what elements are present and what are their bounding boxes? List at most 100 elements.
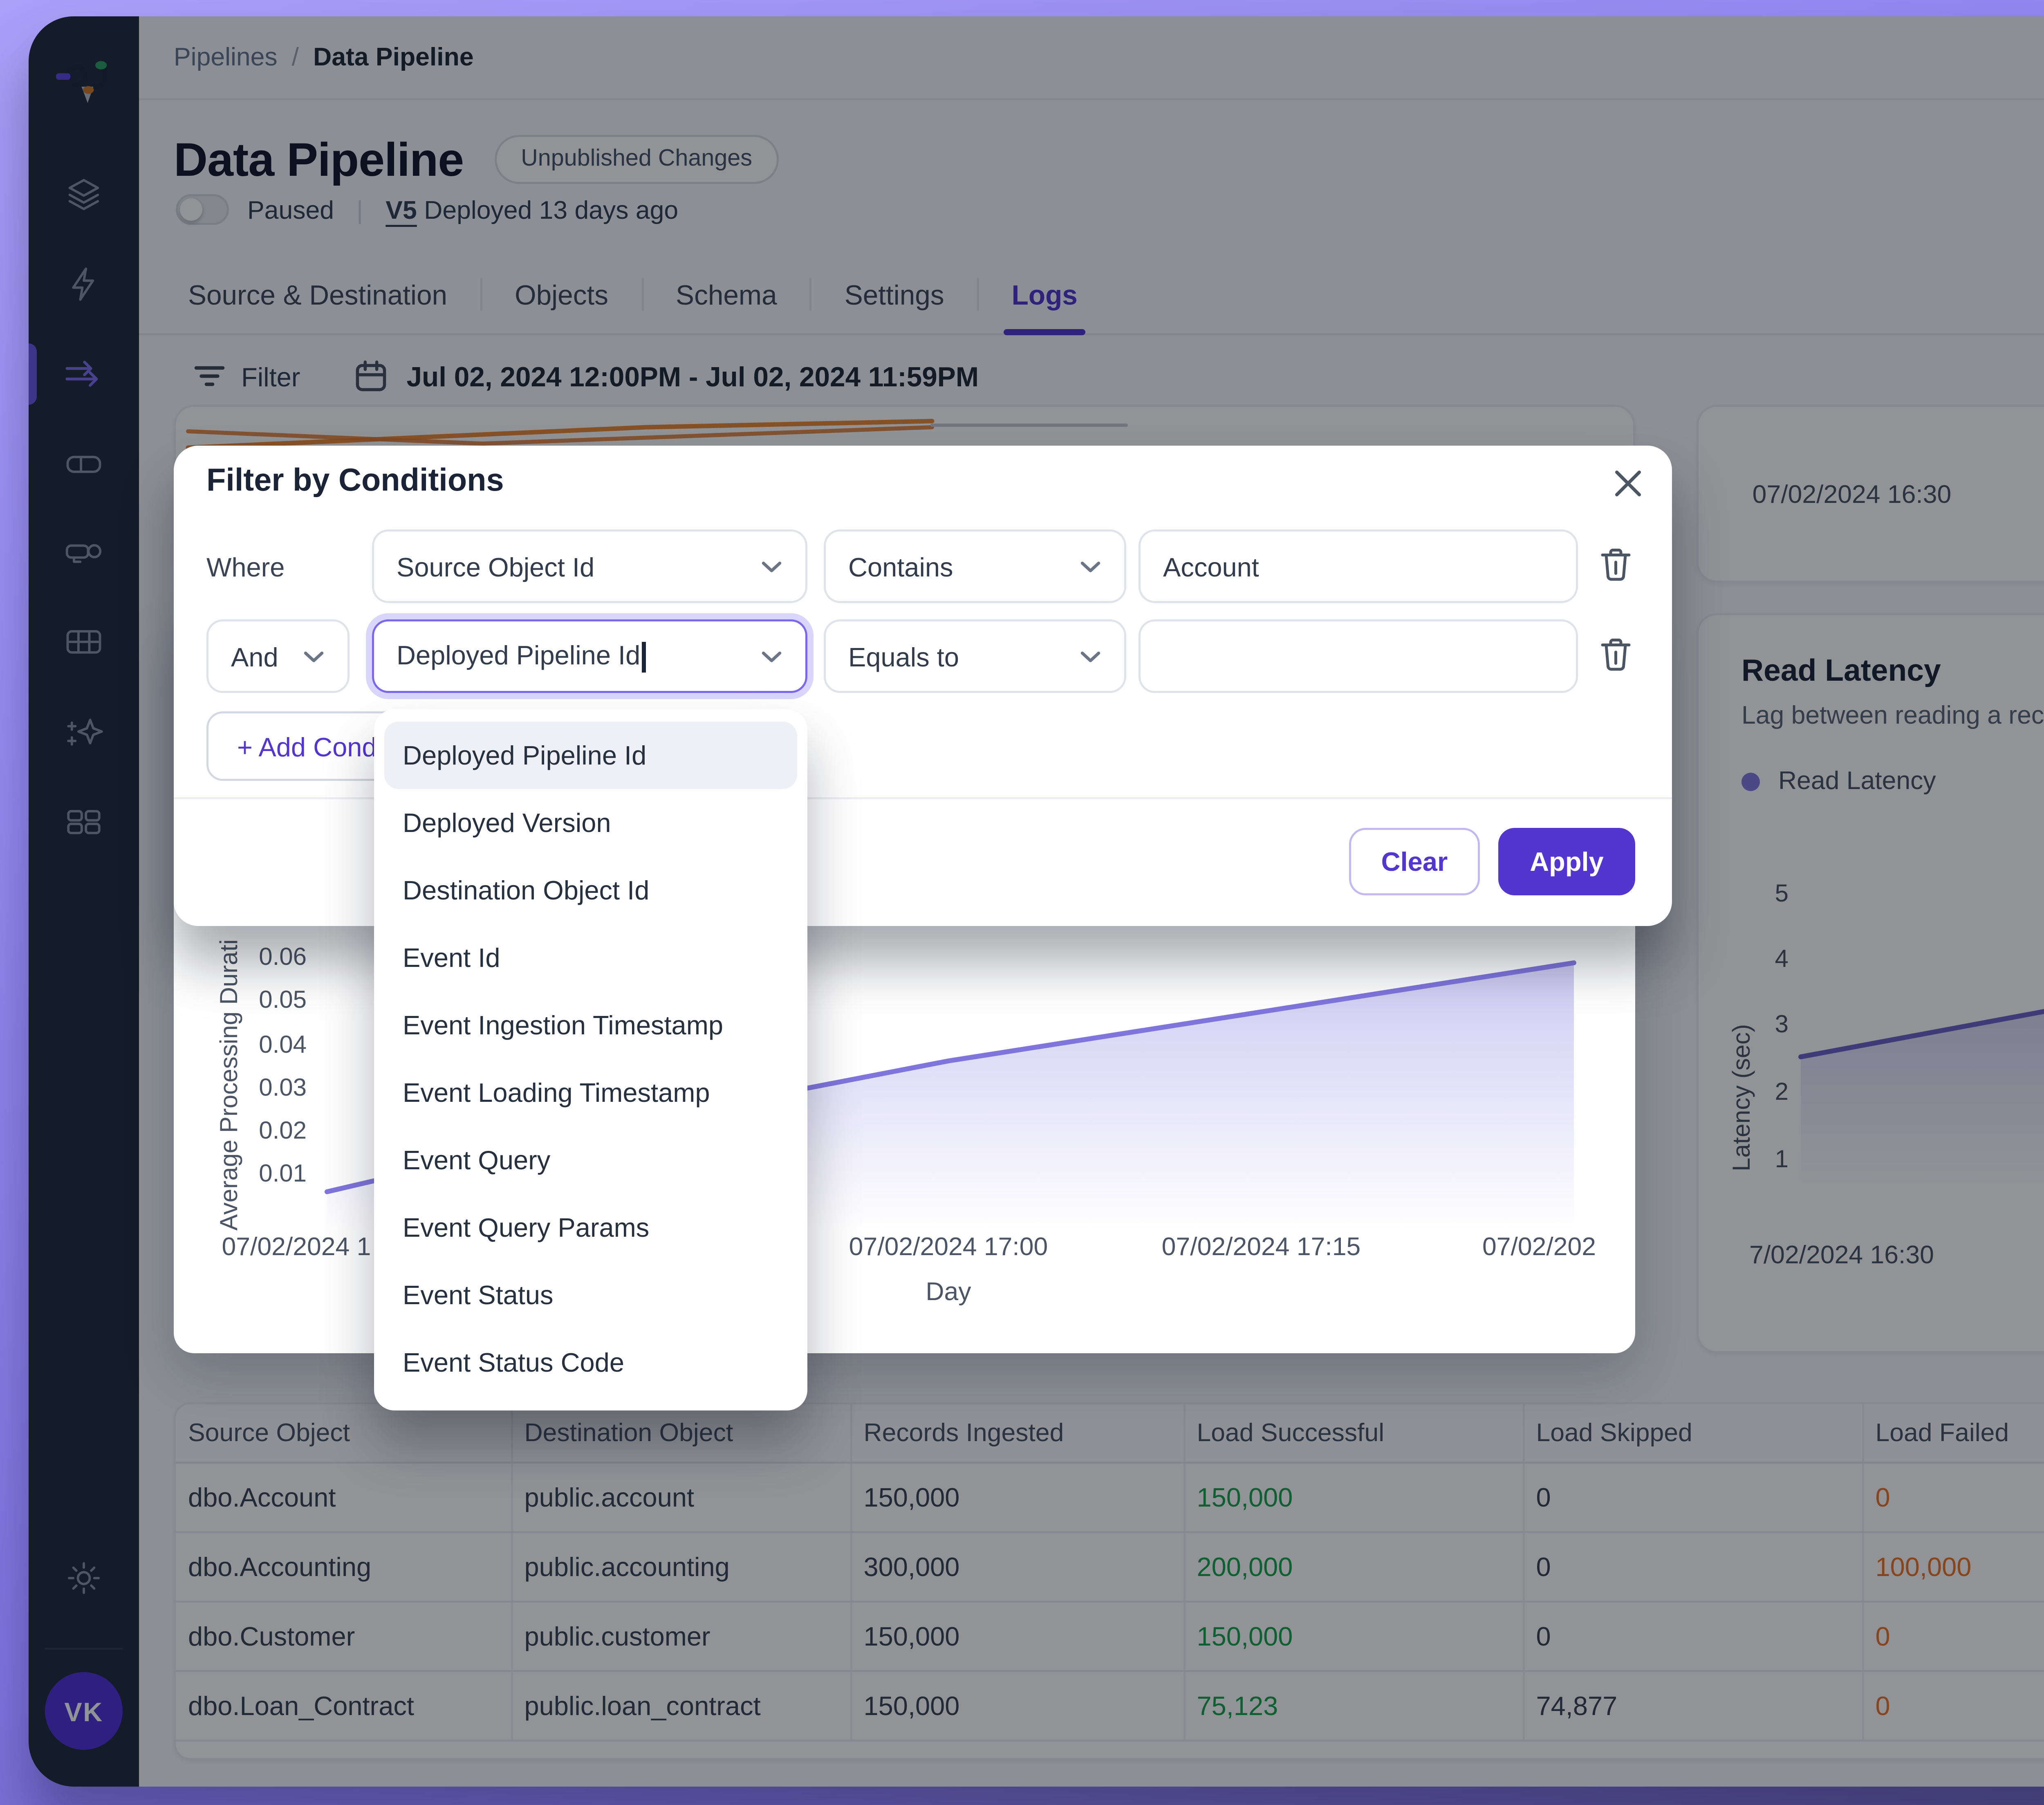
filter-bar: Filter Jul 02, 2024 12:00PM - Jul 02, 20… [194, 350, 979, 403]
filter-button[interactable]: Filter [241, 361, 300, 392]
dropdown-option[interactable]: Event Status Code [403, 1347, 625, 1378]
table-row: dbo.Accounting public.accounting 300,000… [176, 1531, 2044, 1602]
dropdown-option[interactable]: Deployed Version [403, 807, 611, 838]
col-header[interactable]: Source Object [176, 1404, 512, 1463]
delete-condition-row1-button[interactable] [1598, 546, 1635, 585]
orange-line-chart [186, 419, 1128, 450]
pause-toggle[interactable] [176, 194, 229, 225]
y-tick: 0.02 [259, 1116, 307, 1145]
col-header[interactable]: Destination Object [511, 1404, 852, 1463]
modal-title: Filter by Conditions [206, 464, 504, 499]
breadcrumb-current: Data Pipeline [313, 43, 474, 72]
sidebar-item-transformations[interactable] [61, 709, 106, 754]
clear-button[interactable]: Clear [1349, 828, 1480, 895]
log-table-card: Source Object Destination Object Records… [174, 1402, 2044, 1760]
apply-button[interactable]: Apply [1498, 828, 1635, 895]
title-row: Data Pipeline Unpublished Changes Deploy [174, 119, 2044, 200]
version-link[interactable]: V5 [385, 195, 417, 224]
cell: 150,000 [1183, 1601, 1524, 1671]
col-header[interactable]: Records Ingested [850, 1404, 1185, 1463]
chevron-down-icon [1080, 561, 1100, 572]
sidebar-item-tables[interactable] [61, 619, 106, 664]
cell: 75,123 [1183, 1670, 1524, 1741]
cell: 0 [1862, 1601, 2044, 1671]
drive-icon [66, 455, 101, 473]
sidebar-item-events[interactable] [61, 262, 106, 307]
dropdown-option[interactable]: Deployed Pipeline Id [384, 722, 797, 789]
cell: 0 [1523, 1531, 1863, 1602]
dropdown-option[interactable]: Event Loading Timestamp [403, 1077, 710, 1108]
cell: 0 [1523, 1462, 1863, 1532]
paused-label: Paused [247, 195, 334, 224]
chevron-down-icon [762, 650, 782, 661]
y-tick: 0.03 [259, 1073, 307, 1102]
dropdown-option[interactable]: Event Status [403, 1280, 554, 1310]
sidebar-item-layers[interactable] [61, 172, 106, 217]
tab-objects[interactable]: Objects [515, 279, 609, 310]
calendar-icon [356, 360, 386, 391]
date-range-picker[interactable]: Jul 02, 2024 12:00PM - Jul 02, 2024 11:5… [353, 358, 979, 395]
tab-schema[interactable]: Schema [676, 279, 777, 310]
dropdown-option[interactable]: Event Id [403, 942, 500, 973]
main-content: Pipelines / Data Pipeline Data Pipeline … [139, 16, 2044, 1787]
dropdown-option[interactable]: Event Query Params [403, 1212, 650, 1243]
chart-card-top-right: 07/02/2024 16:30 07/02/2024 16:45 07/02/… [1697, 405, 2044, 583]
x-tick: 7/02/2024 16:30 [1749, 1241, 1934, 1269]
value-input-row2[interactable] [1139, 619, 1578, 693]
breadcrumb-separator: / [291, 43, 299, 72]
where-label: Where [206, 551, 285, 582]
value-input-row1[interactable] [1139, 529, 1578, 603]
delete-condition-row2-button[interactable] [1598, 636, 1635, 675]
cell: dbo.Loan_Contract [176, 1670, 512, 1741]
sidebar-item-apps[interactable] [61, 799, 106, 844]
dropdown-option[interactable]: Destination Object Id [403, 875, 650, 906]
field-dropdown-menu: Deployed Pipeline Id Deployed Version De… [374, 709, 807, 1410]
cell: 300,000 [850, 1531, 1185, 1602]
cell: public.customer [511, 1601, 852, 1671]
cell: 200,000 [1183, 1531, 1524, 1602]
breadcrumb: Pipelines / Data Pipeline [139, 16, 2044, 100]
breadcrumb-pipelines[interactable]: Pipelines [174, 43, 278, 72]
status-divider: | [356, 195, 363, 224]
tab-logs[interactable]: Logs [979, 256, 1110, 333]
field-select-row1[interactable]: Source Object Id [372, 529, 807, 603]
col-header[interactable]: Load Failed [1862, 1404, 2044, 1463]
logic-select-row2[interactable]: And [206, 619, 350, 693]
status-row: Paused | V5 Deployed 13 days ago [176, 194, 678, 225]
filter-by-conditions-modal: Filter by Conditions Where Source Object… [174, 446, 1672, 926]
field-combobox-row2[interactable]: Deployed Pipeline Id [372, 619, 807, 693]
tab-source-destination[interactable]: Source & Destination [188, 279, 448, 310]
app-logo-icon[interactable] [53, 53, 114, 114]
cell: 0 [1523, 1601, 1863, 1671]
chevron-down-icon [304, 650, 324, 661]
cell: public.account [511, 1462, 852, 1532]
operator-select-row2[interactable]: Equals to [824, 619, 1126, 693]
dropdown-option[interactable]: Event Ingestion Timestamp [403, 1010, 724, 1040]
pipeline-arrows-icon [65, 361, 98, 387]
dropdown-option[interactable]: Event Query [403, 1145, 551, 1175]
cell: 150,000 [850, 1601, 1185, 1671]
tab-settings[interactable]: Settings [844, 279, 944, 310]
y-tick: 1 [1775, 1145, 1788, 1173]
date-range-text: Jul 02, 2024 12:00PM - Jul 02, 2024 11:5… [406, 361, 979, 392]
sidebar-divider [45, 1648, 123, 1650]
sidebar-item-connectors[interactable] [61, 529, 106, 574]
sidebar-item-settings[interactable] [61, 1556, 106, 1601]
cell: 0 [1862, 1462, 2044, 1532]
close-button[interactable] [1611, 466, 1643, 499]
x-axis-title: Day [926, 1278, 971, 1306]
col-header[interactable]: Load Successful [1183, 1404, 1524, 1463]
chart-title: Read Latency [1741, 654, 1941, 689]
sidebar-item-storage[interactable] [61, 442, 106, 487]
user-avatar[interactable]: VK [45, 1672, 123, 1750]
sidebar-item-pipelines[interactable] [61, 352, 106, 397]
cell: dbo.Customer [176, 1601, 512, 1671]
sidebar-active-indicator [29, 343, 37, 405]
operator-select-row1[interactable]: Contains [824, 529, 1126, 603]
legend-dot [1741, 771, 1760, 790]
log-table: Source Object Destination Object Records… [176, 1404, 2044, 1741]
sparkles-icon [67, 718, 103, 746]
cell: 150,000 [850, 1462, 1185, 1532]
col-header[interactable]: Load Skipped [1523, 1404, 1863, 1463]
table-row: dbo.Loan_Contract public.loan_contract 1… [176, 1670, 2044, 1741]
